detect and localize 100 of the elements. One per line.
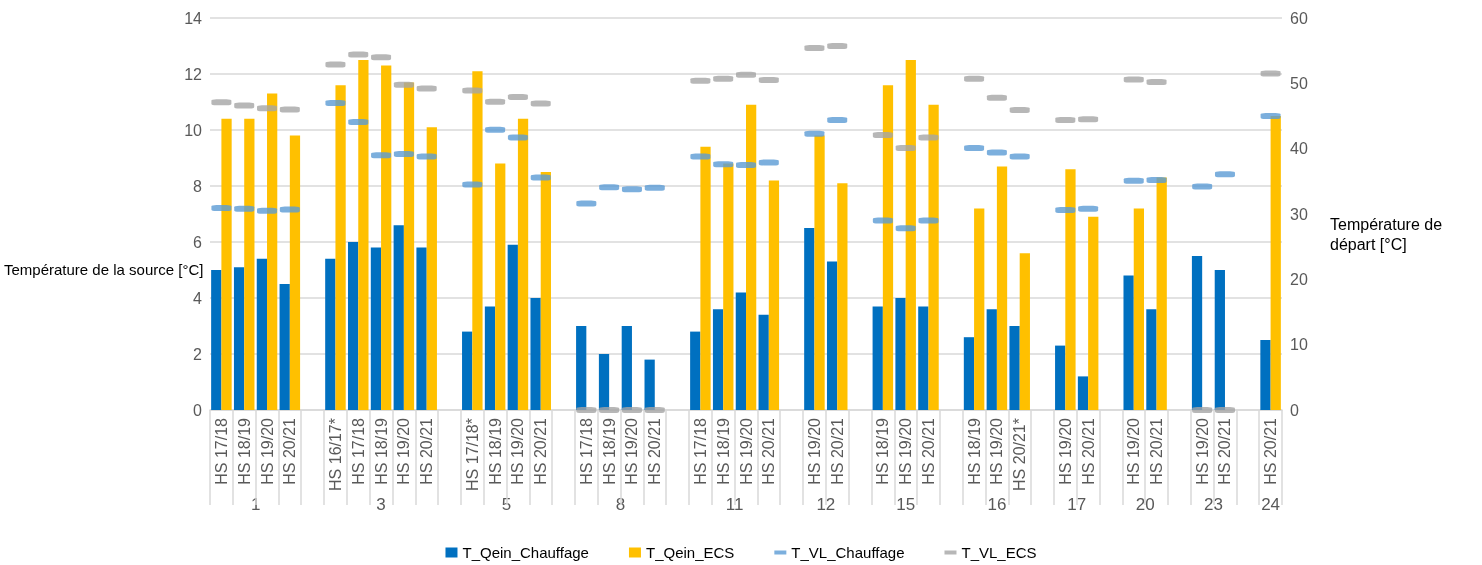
x-tick-label: HS 18/19 <box>600 417 618 485</box>
x-tick-label: HS 20/21 <box>1216 417 1234 485</box>
x-tick-label: HS 20/21 <box>828 417 846 485</box>
x-tick-label: HS 18/19 <box>235 417 253 485</box>
bar <box>814 135 825 410</box>
y2-tick-label: 50 <box>1290 74 1308 92</box>
legend-label: T_Qein_Chauffage <box>462 544 589 561</box>
y2-tick-label: 20 <box>1290 270 1308 288</box>
x-tick-label: HS 16/17* <box>326 418 344 491</box>
bar <box>484 306 496 410</box>
bar <box>1270 116 1281 410</box>
bar <box>644 359 655 410</box>
x-tick-label: HS 20/21 <box>1262 417 1280 485</box>
text: 5 <box>501 495 512 514</box>
x-tick-label: HS 20/21 <box>418 417 436 485</box>
y2-tick-label: 40 <box>1290 140 1308 158</box>
x-tick-label: HS 20/21 <box>1079 417 1097 485</box>
bar <box>1191 256 1203 410</box>
bar <box>918 306 929 410</box>
bar <box>1123 275 1134 410</box>
x-tick-label: HS 17/18 <box>577 417 595 485</box>
bar <box>1009 326 1020 410</box>
x-tick-label: HS 20/21 <box>532 417 550 485</box>
text: 15 <box>896 495 916 514</box>
text: 8 <box>615 495 626 514</box>
bar <box>540 172 551 410</box>
y-tick-label: 12 <box>184 65 203 83</box>
text: 24 <box>1261 495 1281 514</box>
y-tick-label: 8 <box>193 177 203 195</box>
bar <box>996 166 1008 410</box>
bar <box>517 118 529 410</box>
bar <box>1055 345 1066 410</box>
x-tick-label: HS 19/20 <box>1056 417 1074 485</box>
y-tick-label: 10 <box>184 121 203 139</box>
bar <box>826 261 838 410</box>
x-tick-label: HS 18/19 <box>874 417 892 485</box>
x-tick-label: HS 19/20 <box>805 417 823 485</box>
legend-label: T_Qein_ECS <box>645 544 735 561</box>
bar <box>211 270 222 410</box>
y-tick-label: 6 <box>193 233 203 251</box>
y-tick-label: 0 <box>193 401 203 419</box>
bar <box>279 284 290 410</box>
bar <box>621 326 632 410</box>
x-tick-label: HS 19/20 <box>395 417 413 485</box>
bar <box>758 314 769 410</box>
bar <box>335 85 346 410</box>
bar <box>233 267 245 410</box>
x-tick-label: HS 19/20 <box>988 417 1006 485</box>
text: 11 <box>725 495 744 514</box>
x-tick-label: HS 20/21 <box>281 417 299 485</box>
x-tick-label: HS 19/20 <box>509 417 527 485</box>
legend-label: T_VL_Chauffage <box>791 544 905 561</box>
bar <box>986 309 997 410</box>
bar <box>221 118 232 410</box>
bar <box>347 242 359 410</box>
x-tick-label: HS 17/18* <box>463 418 481 491</box>
y-tick-label: 4 <box>193 289 203 307</box>
bar <box>507 244 518 410</box>
bar <box>244 118 255 410</box>
bar <box>416 247 427 410</box>
x-tick-label: HS 17/18 <box>212 417 230 485</box>
x-tick-label: HS 18/19 <box>965 417 983 485</box>
bar <box>1088 216 1099 410</box>
bar <box>576 326 587 410</box>
bar <box>325 258 336 410</box>
bar <box>370 247 382 410</box>
y-axis-title: Température de la source [°C] <box>4 261 204 278</box>
x-tick-label: HS 19/20 <box>1125 417 1143 485</box>
x-tick-label: HS 17/18 <box>349 417 367 485</box>
bar <box>700 146 711 410</box>
bar <box>768 180 780 410</box>
y2-tick-label: 0 <box>1290 401 1299 419</box>
bar <box>735 292 746 410</box>
bar <box>426 127 437 410</box>
bar <box>267 93 278 410</box>
bar <box>1214 270 1225 410</box>
y2-tick-label: 30 <box>1290 205 1308 223</box>
x-tick-label: HS 19/20 <box>1193 417 1211 485</box>
x-tick-label: HS 20/21 <box>646 417 664 485</box>
y2-axis-title: Température de départ [°C] <box>1330 215 1447 253</box>
bar <box>1077 376 1089 410</box>
legend-label: T_VL_ECS <box>961 544 1037 561</box>
bar <box>495 163 506 410</box>
text: 17 <box>1067 495 1087 514</box>
text: 3 <box>376 495 386 514</box>
bar <box>381 65 392 410</box>
bar <box>1065 169 1076 410</box>
bar <box>746 104 757 410</box>
x-tick-label: HS 20/21 <box>760 417 778 485</box>
bar <box>358 60 369 410</box>
bar <box>393 225 404 410</box>
bar <box>1260 340 1271 410</box>
bar <box>928 104 939 410</box>
bar <box>462 331 473 410</box>
x-tick-label: HS 18/19 <box>486 417 504 485</box>
bar <box>712 309 724 410</box>
text: 12 <box>816 495 836 514</box>
y-tick-label: 2 <box>193 345 203 363</box>
bar <box>905 60 916 410</box>
bar <box>1146 309 1157 410</box>
